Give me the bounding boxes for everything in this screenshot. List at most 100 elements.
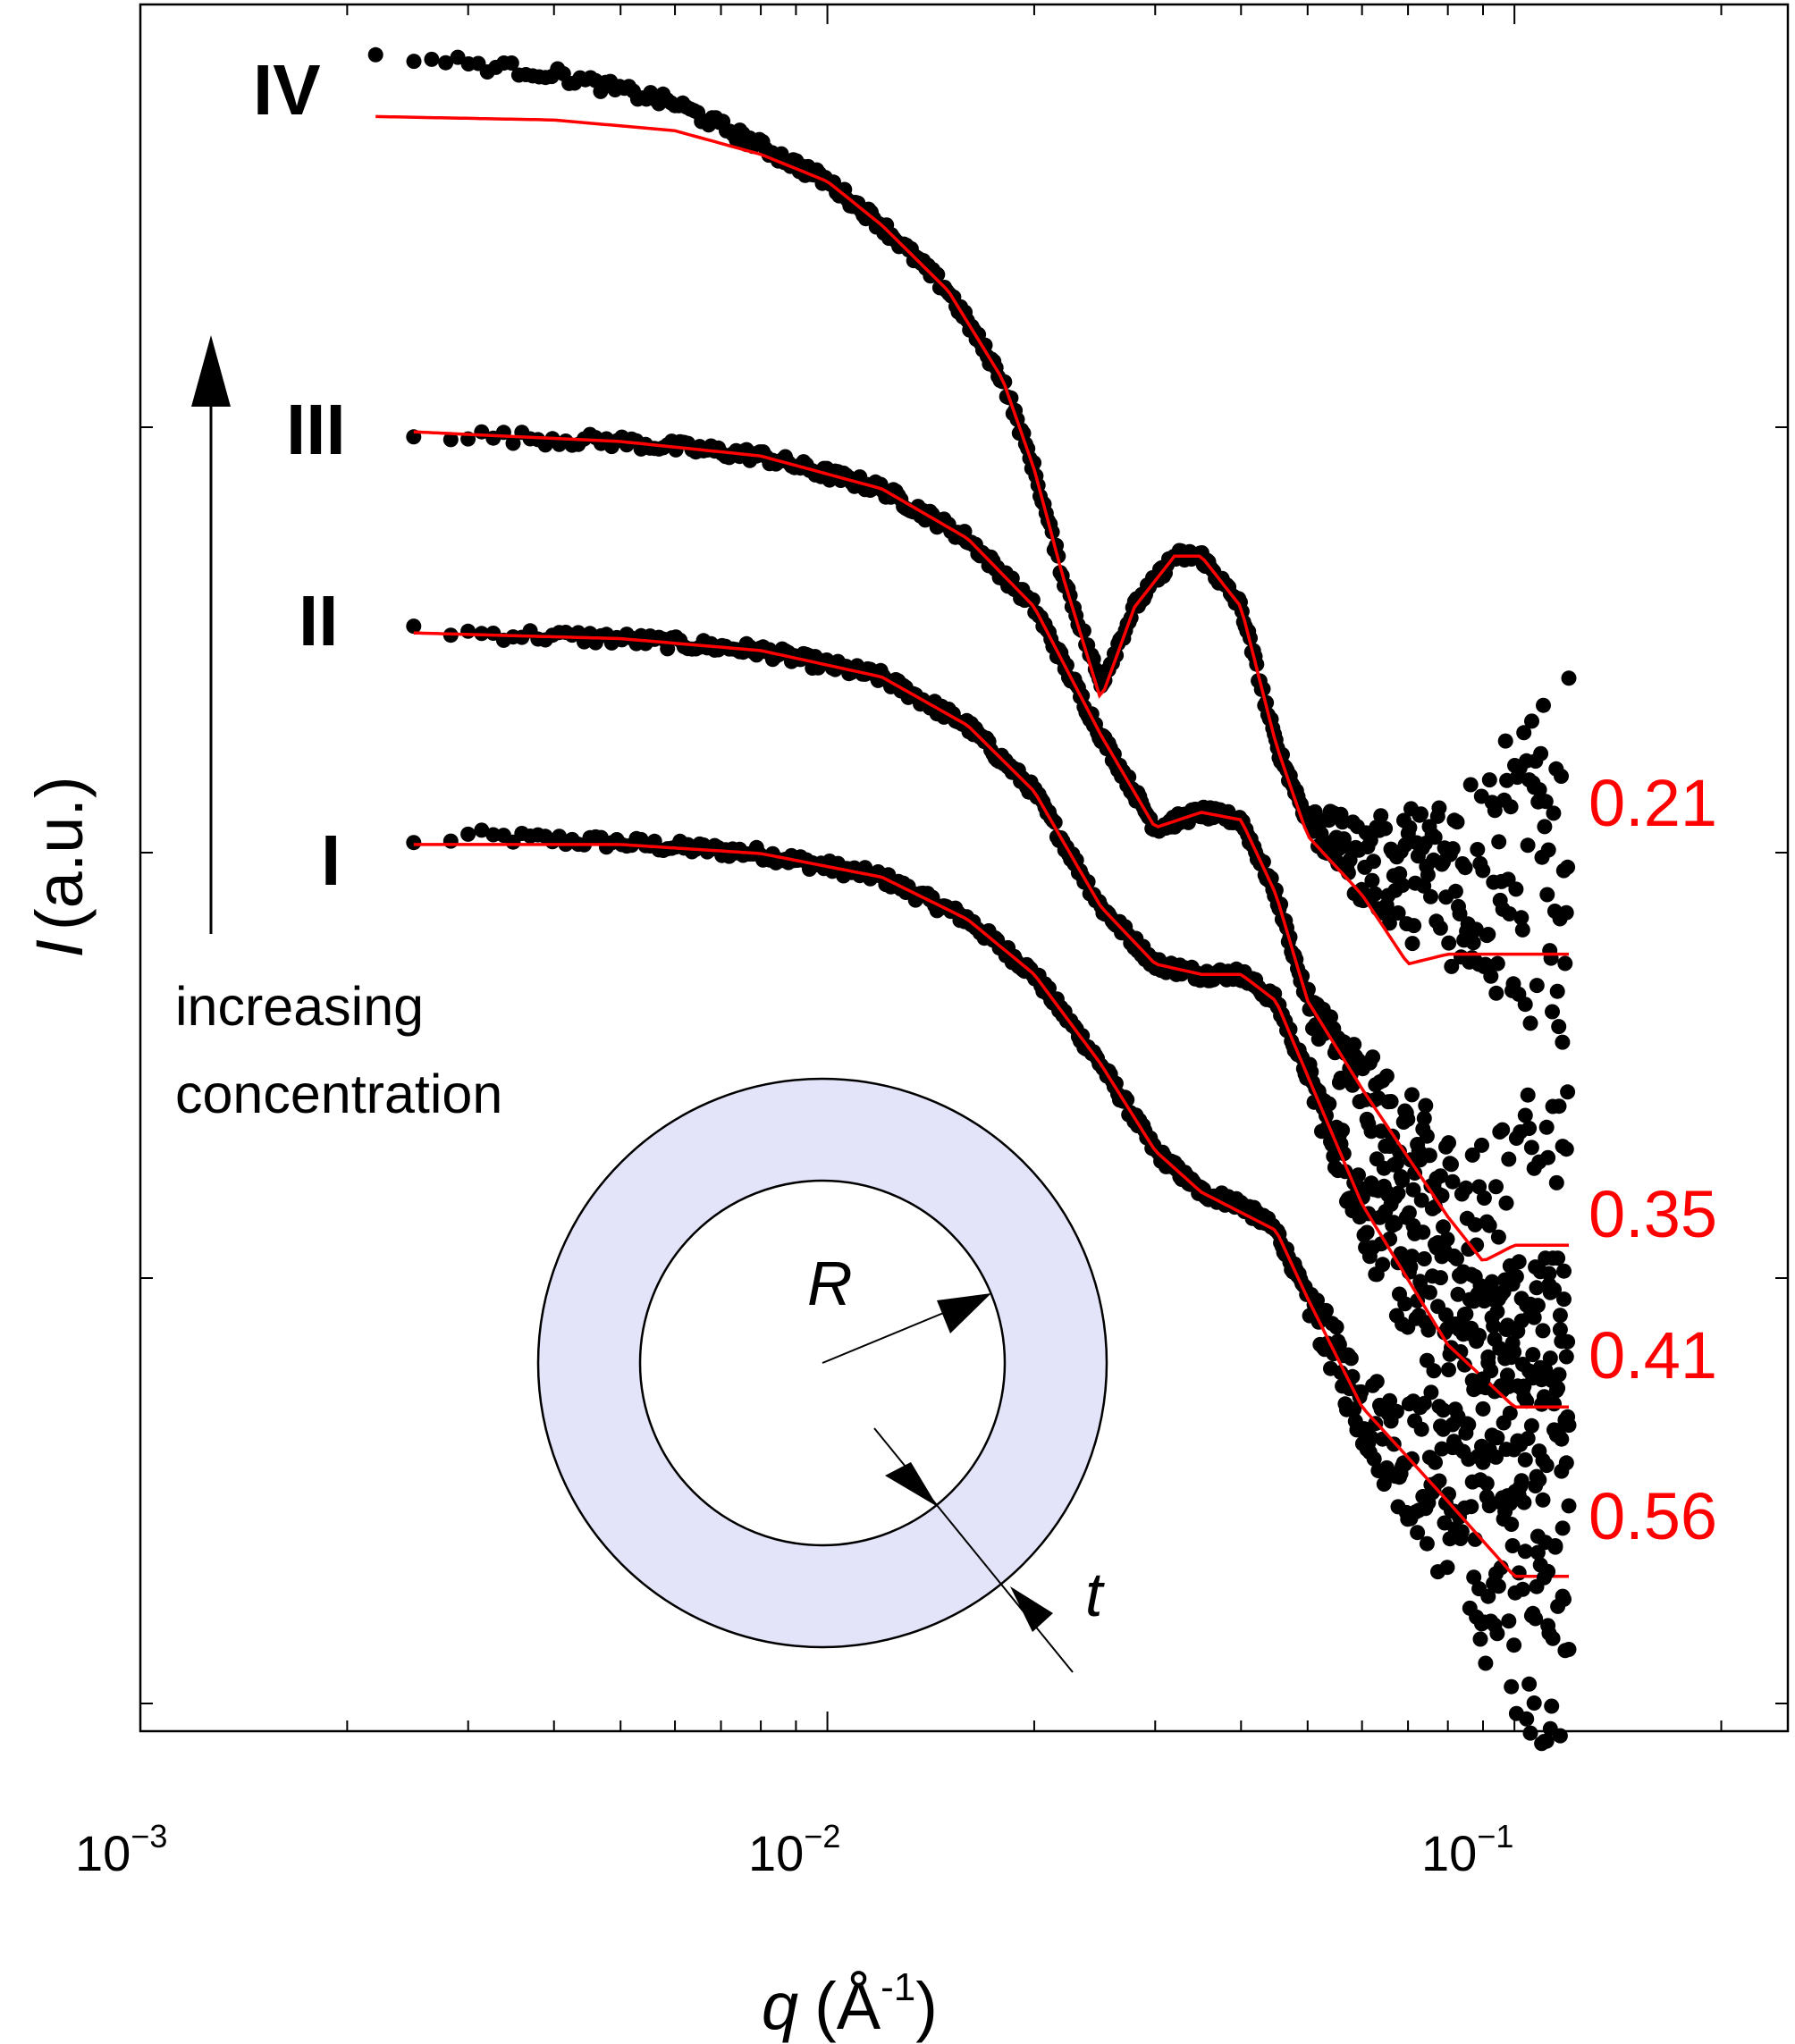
x-tick-label-1e-3: 10−3 bbox=[75, 1818, 167, 1881]
data-point bbox=[1461, 1451, 1477, 1468]
data-point bbox=[1545, 1630, 1561, 1646]
data-point bbox=[1456, 1357, 1472, 1373]
data-point bbox=[1517, 997, 1533, 1013]
data-point bbox=[1520, 1087, 1536, 1103]
data-point bbox=[1426, 1363, 1442, 1379]
data-point bbox=[1516, 1389, 1532, 1405]
data-point bbox=[1506, 1344, 1522, 1360]
data-point bbox=[1462, 777, 1479, 793]
data-point bbox=[1467, 1216, 1483, 1232]
data-point bbox=[1436, 1219, 1451, 1235]
data-point bbox=[1428, 1454, 1443, 1470]
series-label-IV: IV bbox=[253, 50, 321, 130]
data-point bbox=[1551, 1098, 1567, 1115]
data-point bbox=[1480, 1355, 1496, 1371]
data-point bbox=[1421, 1284, 1437, 1300]
data-point bbox=[1517, 1451, 1533, 1468]
data-point bbox=[1475, 1371, 1491, 1387]
data-point bbox=[406, 835, 422, 851]
data-point bbox=[1554, 769, 1569, 784]
data-point bbox=[1310, 1292, 1325, 1308]
data-point bbox=[1538, 1458, 1555, 1474]
data-point bbox=[1335, 1123, 1351, 1139]
data-point bbox=[1541, 1266, 1557, 1282]
data-point bbox=[1439, 1560, 1455, 1576]
data-point bbox=[1520, 837, 1536, 854]
data-point bbox=[1463, 1266, 1479, 1283]
data-point bbox=[1560, 1084, 1576, 1100]
data-point bbox=[1556, 1591, 1572, 1607]
data-point bbox=[1488, 985, 1504, 1001]
data-point bbox=[1481, 1498, 1497, 1514]
data-point bbox=[1522, 1015, 1538, 1031]
data-point bbox=[1489, 1430, 1505, 1446]
data-point bbox=[1445, 1173, 1461, 1190]
data-point bbox=[1375, 1257, 1391, 1273]
data-point bbox=[1552, 1308, 1568, 1324]
data-point bbox=[1439, 1232, 1455, 1247]
data-point bbox=[1515, 1357, 1530, 1372]
data-point bbox=[1328, 1319, 1344, 1335]
data-point bbox=[1474, 1137, 1489, 1153]
data-point bbox=[1546, 805, 1562, 821]
data-point bbox=[1516, 725, 1532, 741]
data-point bbox=[1526, 1309, 1542, 1325]
data-point bbox=[1433, 1270, 1448, 1286]
data-point bbox=[1548, 1174, 1564, 1190]
data-point bbox=[1513, 910, 1530, 926]
data-point bbox=[1529, 978, 1545, 994]
data-point bbox=[1475, 862, 1491, 879]
data-point bbox=[1558, 1455, 1574, 1471]
data-point bbox=[406, 618, 422, 635]
data-point bbox=[1378, 1068, 1395, 1084]
data-point bbox=[1521, 1676, 1538, 1692]
data-point bbox=[1478, 1655, 1494, 1671]
data-point bbox=[1405, 1182, 1421, 1198]
data-point bbox=[1441, 1135, 1456, 1151]
data-point bbox=[1447, 883, 1463, 899]
data-point bbox=[1387, 1215, 1403, 1232]
data-point bbox=[1453, 1344, 1469, 1359]
data-point bbox=[1546, 1282, 1562, 1298]
data-point bbox=[1423, 888, 1438, 904]
data-point bbox=[1480, 1588, 1496, 1604]
data-point bbox=[1481, 772, 1497, 788]
data-point bbox=[1410, 1525, 1426, 1541]
data-point bbox=[1501, 1151, 1517, 1167]
core-shell-inset: R t bbox=[536, 1077, 1108, 1673]
data-point bbox=[1335, 814, 1351, 830]
radius-arrowhead-icon bbox=[937, 1293, 991, 1333]
data-point bbox=[1529, 1280, 1545, 1296]
data-point bbox=[1397, 1296, 1413, 1312]
data-point bbox=[1432, 920, 1448, 936]
arrow-label-line1: increasing bbox=[175, 976, 424, 1037]
data-point bbox=[424, 51, 440, 67]
data-point bbox=[1483, 968, 1499, 984]
data-layer bbox=[367, 46, 1577, 1752]
data-point bbox=[1513, 1436, 1529, 1452]
data-point bbox=[1561, 670, 1577, 686]
data-point bbox=[1463, 1499, 1479, 1515]
data-point bbox=[1530, 1298, 1546, 1314]
data-point bbox=[1530, 1528, 1546, 1544]
data-point bbox=[1486, 1318, 1502, 1334]
series-label-II: II bbox=[299, 581, 338, 660]
data-point bbox=[1535, 1323, 1551, 1339]
thickness-arrowhead-inner-icon bbox=[885, 1462, 938, 1507]
data-point bbox=[1401, 1205, 1417, 1221]
data-point bbox=[1556, 1291, 1572, 1308]
series-III-fit-line bbox=[413, 430, 1569, 1262]
data-point bbox=[1450, 1409, 1466, 1425]
data-point bbox=[1558, 904, 1574, 921]
data-point bbox=[1413, 1421, 1429, 1437]
data-point bbox=[1321, 1096, 1337, 1112]
data-point bbox=[1557, 955, 1573, 972]
data-point bbox=[1523, 1417, 1539, 1434]
data-point bbox=[1416, 1251, 1432, 1266]
data-point bbox=[1364, 872, 1380, 888]
fit-label-0.35: 0.35 bbox=[1589, 1177, 1717, 1251]
data-point bbox=[505, 435, 521, 451]
data-point bbox=[1538, 794, 1554, 810]
data-point bbox=[1528, 1611, 1544, 1627]
